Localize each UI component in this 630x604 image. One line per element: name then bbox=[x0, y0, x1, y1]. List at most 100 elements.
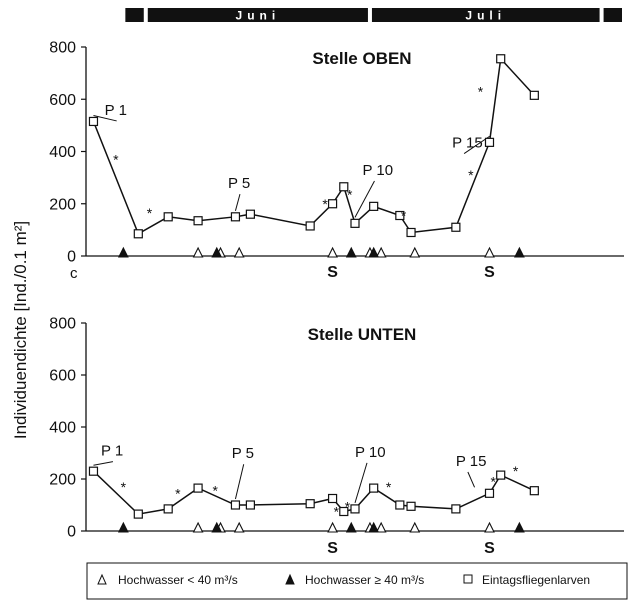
hw-low-marker bbox=[233, 521, 245, 533]
significance-star: * bbox=[322, 196, 328, 212]
hw-low-marker bbox=[375, 246, 387, 258]
hw-low-marker bbox=[233, 246, 245, 258]
data-point bbox=[529, 486, 539, 496]
annotation-label: P 10 bbox=[355, 444, 386, 461]
hw-low-marker bbox=[192, 521, 204, 533]
data-point bbox=[193, 216, 203, 226]
data-point bbox=[406, 501, 416, 511]
y-tick-label: 200 bbox=[49, 472, 76, 489]
hw-low-marker bbox=[409, 521, 421, 533]
data-point bbox=[350, 218, 360, 228]
legend-hw-low-label: Hochwasser < 40 m³/s bbox=[118, 573, 238, 587]
data-point bbox=[193, 483, 203, 493]
data-point bbox=[339, 182, 349, 192]
legend-hw-high-marker bbox=[285, 573, 295, 585]
data-point bbox=[245, 209, 255, 219]
significance-star: * bbox=[478, 83, 484, 99]
annotation-label: P 5 bbox=[232, 445, 254, 462]
annotation-label: P 5 bbox=[228, 175, 250, 192]
legend-hw-low-marker bbox=[97, 573, 107, 585]
y-tick-label: 800 bbox=[49, 316, 76, 333]
significance-star: * bbox=[121, 479, 127, 495]
hw-high-marker bbox=[345, 246, 357, 258]
hw-low-marker bbox=[192, 246, 204, 258]
data-point bbox=[451, 504, 461, 514]
significance-star: * bbox=[113, 151, 119, 167]
s-mark: S bbox=[327, 540, 338, 557]
data-point bbox=[230, 500, 241, 510]
data-point bbox=[245, 500, 255, 510]
y-axis-title: Individuendichte [Ind./0.1 m²] bbox=[11, 221, 30, 439]
significance-star: * bbox=[345, 498, 351, 514]
month-segment bbox=[371, 8, 600, 22]
annotation-label: P 1 bbox=[105, 102, 127, 119]
panel-oben: 0 200 400 600 800 Stelle OBEN c P 1 P 5 P 10 P 15 *… bbox=[49, 40, 624, 282]
data-point bbox=[163, 212, 173, 222]
data-point bbox=[496, 470, 506, 480]
y-tick-label: 0 bbox=[67, 524, 76, 541]
month-label: Juni bbox=[236, 9, 281, 23]
y-tick-label: 200 bbox=[49, 196, 76, 213]
annotation-leader bbox=[354, 180, 375, 218]
month-segment bbox=[125, 8, 144, 22]
data-point bbox=[496, 54, 506, 64]
s-mark: S bbox=[484, 264, 495, 281]
data-point bbox=[406, 227, 416, 238]
hw-high-marker bbox=[211, 521, 223, 533]
data-point bbox=[395, 210, 405, 221]
data-point bbox=[133, 229, 143, 239]
y-tick-label: 800 bbox=[49, 40, 76, 57]
data-point bbox=[350, 504, 360, 514]
annotation-leader bbox=[234, 193, 241, 211]
significance-star: * bbox=[175, 485, 181, 501]
significance-star: * bbox=[213, 483, 219, 499]
hw-low-marker bbox=[327, 246, 338, 258]
annotation-label: P 10 bbox=[362, 162, 393, 179]
legend-larvae-marker bbox=[463, 574, 473, 584]
data-point bbox=[163, 504, 173, 514]
significance-star: * bbox=[347, 187, 353, 203]
significance-star: * bbox=[334, 504, 340, 520]
data-point bbox=[305, 221, 315, 231]
hw-low-marker bbox=[484, 521, 495, 533]
significance-star: * bbox=[147, 205, 153, 221]
annotation-leader bbox=[93, 461, 114, 466]
data-point bbox=[339, 506, 349, 517]
hw-low-marker bbox=[327, 521, 338, 533]
annotation-leader bbox=[467, 471, 476, 488]
hw-low-marker bbox=[409, 246, 421, 258]
data-point bbox=[529, 90, 539, 100]
hw-low-marker bbox=[484, 246, 495, 258]
annotation-leader bbox=[93, 114, 117, 122]
significance-star: * bbox=[401, 208, 407, 224]
data-point bbox=[484, 137, 495, 147]
legend-box bbox=[86, 562, 628, 600]
hw-low-marker bbox=[375, 521, 387, 533]
data-point bbox=[451, 222, 461, 232]
corner-label: c bbox=[70, 265, 78, 282]
month-label: Juli bbox=[465, 9, 506, 23]
data-point bbox=[230, 212, 241, 222]
y-tick-label: 400 bbox=[49, 144, 76, 161]
s-mark: S bbox=[484, 540, 495, 557]
data-point bbox=[327, 493, 338, 504]
month-segment bbox=[147, 8, 368, 22]
legend-hw-high-label: Hochwasser ≥ 40 m³/s bbox=[305, 573, 424, 587]
data-point bbox=[395, 500, 405, 510]
hw-high-marker bbox=[368, 246, 380, 258]
panel-title: Stelle UNTEN bbox=[308, 325, 417, 344]
y-tick-label: 600 bbox=[49, 92, 76, 109]
annotation-label: P 1 bbox=[101, 443, 123, 460]
significance-star: * bbox=[491, 474, 497, 490]
data-point bbox=[88, 116, 99, 127]
y-tick-label: 600 bbox=[49, 368, 76, 385]
hw-high-marker bbox=[345, 521, 357, 533]
data-point bbox=[88, 466, 99, 476]
significance-star: * bbox=[513, 463, 519, 479]
significance-star: * bbox=[468, 167, 474, 183]
hw-high-marker bbox=[117, 521, 129, 533]
hw-high-marker bbox=[368, 521, 380, 533]
data-point bbox=[133, 509, 143, 519]
